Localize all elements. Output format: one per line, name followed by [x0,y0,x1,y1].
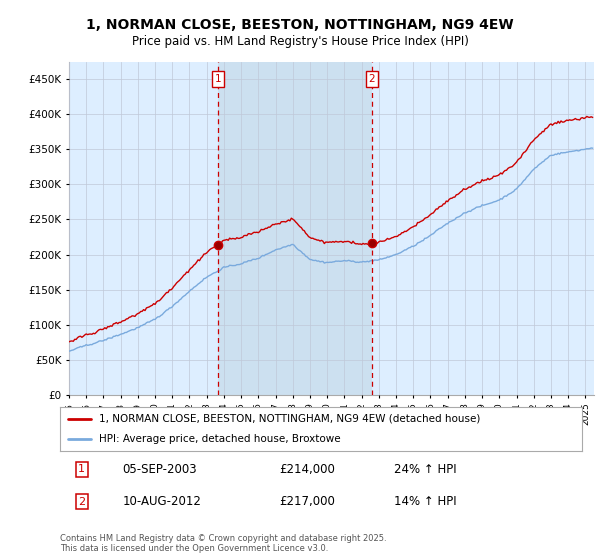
Text: 10-AUG-2012: 10-AUG-2012 [122,495,202,508]
Text: 1: 1 [78,464,85,474]
Text: Contains HM Land Registry data © Crown copyright and database right 2025.
This d: Contains HM Land Registry data © Crown c… [60,534,386,553]
Text: 2: 2 [368,74,375,84]
Text: Price paid vs. HM Land Registry's House Price Index (HPI): Price paid vs. HM Land Registry's House … [131,35,469,48]
Text: 1, NORMAN CLOSE, BEESTON, NOTTINGHAM, NG9 4EW: 1, NORMAN CLOSE, BEESTON, NOTTINGHAM, NG… [86,18,514,32]
Text: 1: 1 [215,74,221,84]
Text: £214,000: £214,000 [279,463,335,476]
Text: 2: 2 [78,497,85,507]
Text: 14% ↑ HPI: 14% ↑ HPI [394,495,457,508]
Text: HPI: Average price, detached house, Broxtowe: HPI: Average price, detached house, Brox… [99,434,341,444]
Text: £217,000: £217,000 [279,495,335,508]
Bar [218,62,372,395]
Text: 24% ↑ HPI: 24% ↑ HPI [394,463,457,476]
Text: 05-SEP-2003: 05-SEP-2003 [122,463,197,476]
Text: 1, NORMAN CLOSE, BEESTON, NOTTINGHAM, NG9 4EW (detached house): 1, NORMAN CLOSE, BEESTON, NOTTINGHAM, NG… [99,414,481,424]
